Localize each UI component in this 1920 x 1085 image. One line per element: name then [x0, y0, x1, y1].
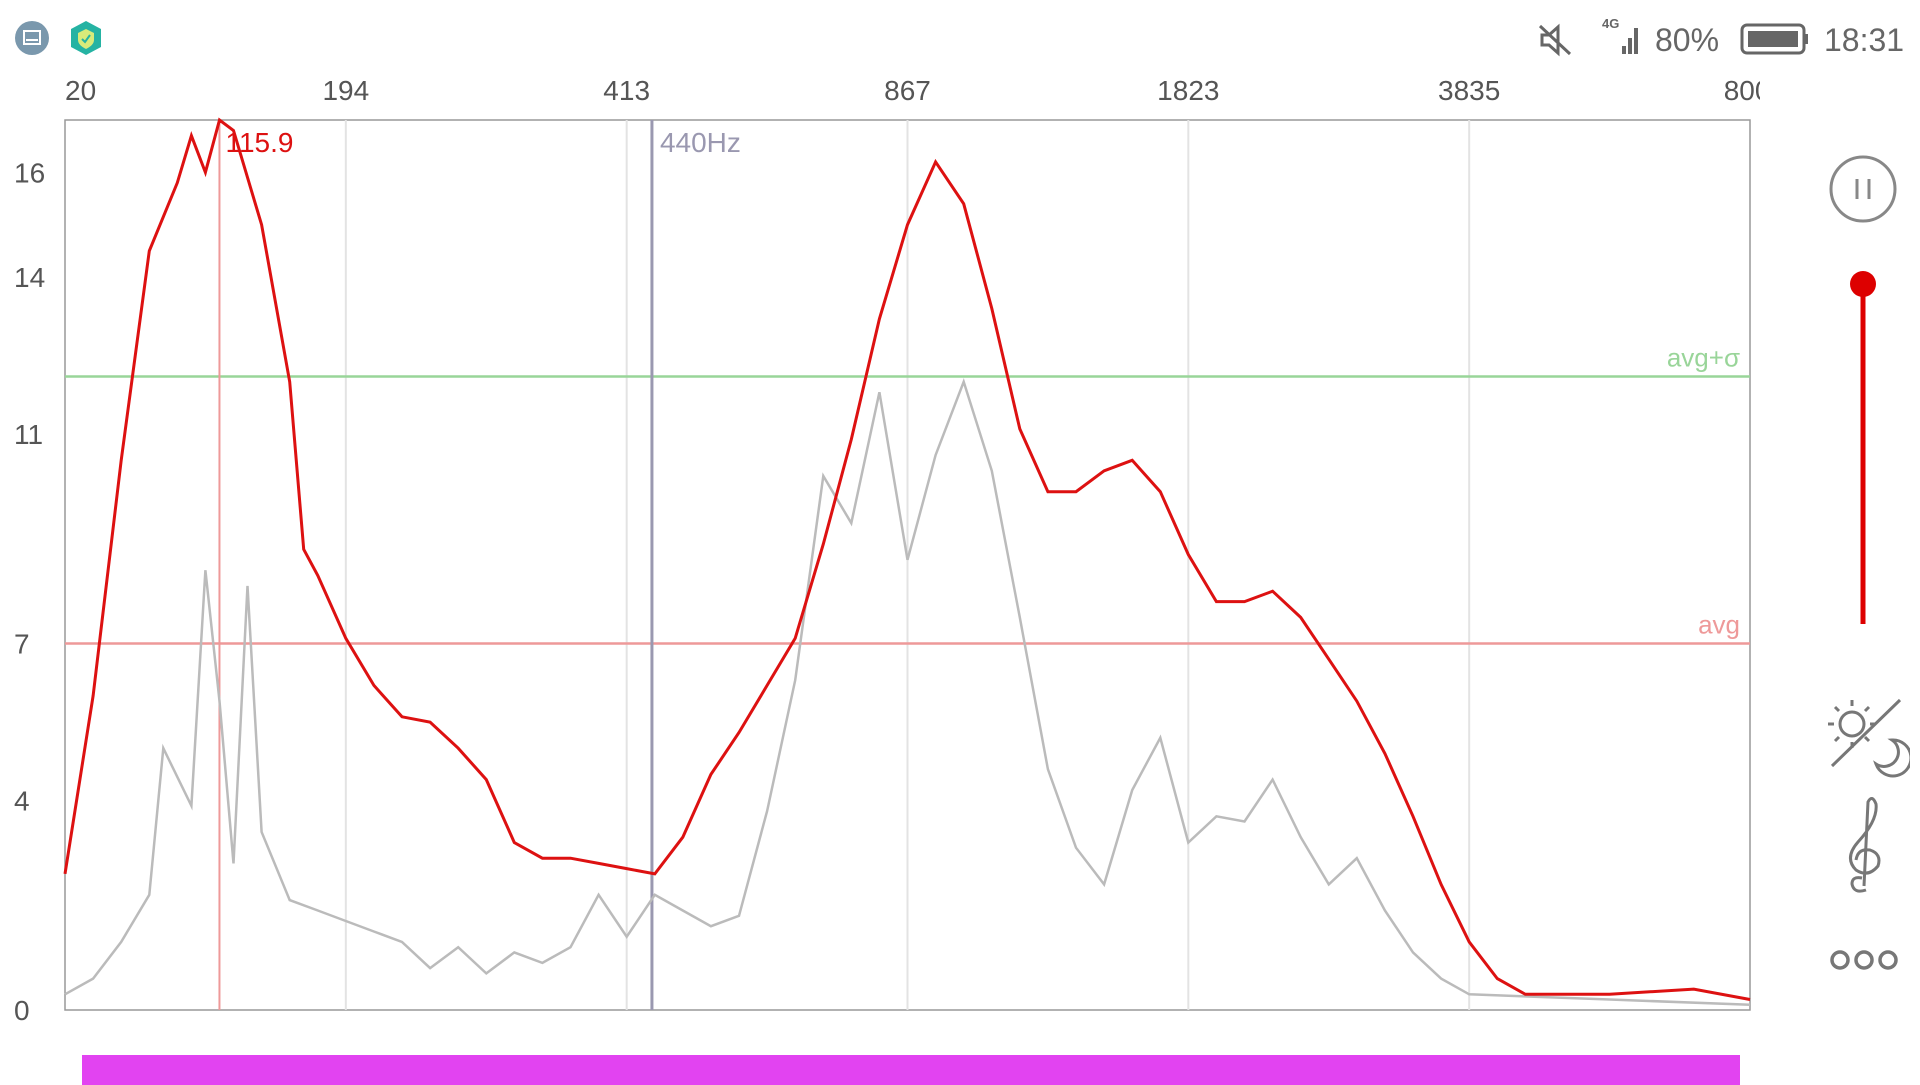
x-tick-label: 1823	[1157, 75, 1219, 106]
more-dots-icon	[1830, 950, 1898, 970]
spectrum-chart[interactable]: 20 194 413 867 1823 3835 8002 0 4 7 11 14 16 avg av…	[0, 0, 1760, 1040]
music-notes-button[interactable]	[1832, 790, 1896, 900]
control-sidebar	[1780, 120, 1920, 1020]
x-tick-label: 413	[603, 75, 650, 106]
more-button[interactable]	[1826, 940, 1902, 980]
pause-icon	[1829, 155, 1897, 223]
x-tick-label: 8002	[1724, 75, 1760, 106]
clock: 18:31	[1824, 22, 1905, 58]
treble-clef-icon	[1849, 797, 1881, 893]
signal-icon: 4G	[1602, 16, 1642, 56]
x-tick-label: 3835	[1438, 75, 1500, 106]
reference-440hz-label: 440Hz	[660, 127, 741, 158]
screenshot-icon	[14, 20, 50, 56]
y-tick-label: 16	[14, 157, 45, 188]
x-axis-ticks: 20 194 413 867 1823 3835 8002	[65, 75, 1760, 106]
avg-sigma-label: avg+σ	[1667, 343, 1740, 373]
theme-toggle-button[interactable]	[1820, 690, 1913, 780]
volume-slider-thumb	[1850, 271, 1876, 297]
y-tick-label: 11	[14, 419, 43, 450]
pause-button[interactable]	[1828, 154, 1898, 224]
status-bar: 4G 80% 18:31	[0, 0, 1920, 80]
x-tick-label: 867	[884, 75, 931, 106]
sun-moon-icon	[1828, 698, 1913, 778]
speaker-muted-icon	[1536, 20, 1576, 60]
battery-icon	[1740, 22, 1810, 56]
shield-check-icon	[68, 20, 104, 56]
y-tick-label: 0	[14, 995, 30, 1026]
y-tick-label: 7	[14, 629, 30, 660]
battery-percent: 80%	[1655, 22, 1720, 58]
raw-spectrum-line	[64, 378, 1751, 1007]
avg-label: avg	[1698, 610, 1740, 640]
x-tick-label: 194	[322, 75, 369, 106]
y-tick-label: 14	[14, 262, 45, 293]
chart-grid	[64, 119, 1751, 1011]
x-tick-label: 20	[65, 75, 96, 106]
volume-slider[interactable]	[1840, 270, 1886, 630]
y-axis-ticks: 0 4 7 11 14 16	[14, 157, 45, 1026]
y-tick-label: 4	[14, 786, 30, 817]
bottom-color-bar	[82, 1055, 1740, 1085]
smoothed-spectrum-line	[63, 117, 1751, 1001]
